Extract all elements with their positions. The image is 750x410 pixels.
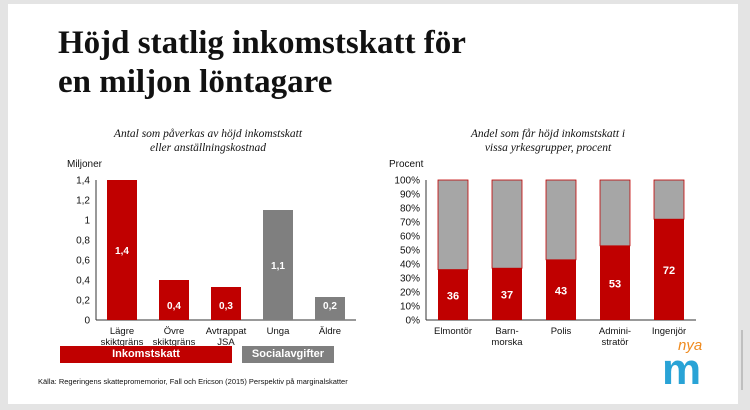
left-bar (211, 287, 241, 320)
right-bar-remainder (491, 179, 523, 269)
left-bar-value-label: 1,4 (115, 246, 129, 257)
left-chart: 00,20,40,60,811,21,41,4Lägreskiktgräns0,… (76, 176, 356, 348)
left-bar-value-label: 0,3 (219, 301, 233, 312)
left-chart-y-axis-unit: Miljoner (67, 159, 103, 170)
right-y-tick-label: 0% (406, 316, 421, 327)
right-bar-share (654, 219, 684, 320)
left-bar (315, 297, 345, 320)
right-y-tick-label: 60% (400, 232, 420, 243)
left-y-tick-label: 1 (84, 216, 90, 227)
left-bar (159, 280, 189, 320)
right-y-tick-label: 10% (400, 302, 420, 313)
left-y-tick-label: 1,2 (76, 196, 90, 207)
slide-title-line-2: en miljon löntagare (58, 64, 333, 100)
right-y-tick-label: 100% (394, 176, 420, 187)
legend-inkomstskatt: Inkomstskatt (60, 346, 232, 363)
right-chart-title-line-2: vissa yrkesgrupper, procent (484, 142, 612, 154)
right-y-tick-label: 90% (400, 190, 420, 201)
right-bar-value-label: 37 (501, 290, 513, 302)
right-bar-remainder (545, 179, 577, 261)
right-y-tick-label: 70% (400, 218, 420, 229)
left-bar-value-label: 0,4 (167, 301, 181, 312)
left-y-tick-label: 0,6 (76, 256, 90, 267)
right-bar-value-label: 72 (663, 265, 675, 277)
left-category-label: Unga (267, 326, 290, 337)
left-y-tick-label: 0 (84, 316, 90, 327)
right-bar-remainder (437, 179, 469, 270)
left-category-label: Lägre (110, 326, 134, 337)
right-y-tick-label: 20% (400, 288, 420, 299)
left-bar (107, 180, 137, 320)
nya-moderaterna-logo: nya m (662, 337, 702, 388)
left-category-label: JSA (217, 337, 235, 348)
left-category-label: skiktgräns (153, 337, 196, 348)
right-category-label: Ingenjör (652, 326, 686, 337)
left-chart-title: Antal som påverkas av höjd inkomstskatt … (88, 127, 328, 155)
logo-letter: m (662, 345, 701, 388)
left-y-tick-label: 0,4 (76, 276, 90, 287)
left-y-tick-label: 0,2 (76, 296, 90, 307)
right-y-tick-label: 40% (400, 260, 420, 271)
right-chart: 0% 10% 20% 30% 40% 50% 60% 70% 80% 90% 100% 36 Elmon… (394, 176, 696, 348)
right-category-label: Elmontör (434, 326, 472, 337)
right-bar-value-label: 43 (555, 285, 567, 297)
legend-socialavgifter: Socialavgifter (242, 346, 334, 363)
right-bar-share (546, 259, 576, 320)
left-y-tick-label: 0,8 (76, 236, 90, 247)
left-bar-value-label: 1,1 (271, 261, 285, 272)
right-category-label: stratör (602, 337, 629, 348)
right-y-tick-label: 30% (400, 274, 420, 285)
logo-script-text: nya (678, 337, 702, 354)
left-category-label: Övre (164, 326, 185, 337)
slide: Höjd statlig inkomstskatt för en miljon … (8, 4, 738, 404)
right-y-tick-label: 80% (400, 204, 420, 215)
left-chart-title-line-1: Antal som påverkas av höjd inkomstskatt (113, 128, 303, 140)
left-bar (263, 210, 293, 320)
left-y-tick-label: 1,4 (76, 176, 90, 187)
right-chart-y-axis-unit: Procent (389, 159, 424, 170)
source-note: Källa: Regeringens skattepromemorior, Fa… (38, 377, 348, 386)
right-bar-remainder (653, 179, 685, 220)
right-category-label: Admini- (599, 326, 631, 337)
right-bar-remainder (599, 179, 631, 247)
slide-title: Höjd statlig inkomstskatt för en miljon … (58, 24, 466, 102)
left-category-label: Avtrappat (206, 326, 247, 337)
right-bar-share (600, 245, 630, 320)
right-bar-share (492, 268, 522, 320)
left-category-label: skiktgräns (101, 337, 144, 348)
slide-title-line-1: Höjd statlig inkomstskatt för (58, 25, 466, 61)
left-chart-title-line-2: eller anställningskostnad (150, 142, 266, 154)
right-chart-title-line-1: Andel som får höjd inkomstskatt i (470, 128, 626, 140)
slide-edge-divider (741, 330, 743, 390)
right-category-label: morska (491, 337, 523, 348)
right-category-label: Polis (551, 326, 572, 337)
right-bar-value-label: 53 (609, 278, 621, 290)
right-bar-value-label: 36 (447, 290, 459, 302)
right-category-label: Barn- (495, 326, 518, 337)
left-category-label: Äldre (319, 326, 341, 337)
right-bar-share (438, 269, 468, 320)
right-chart-title: Andel som får höjd inkomstskatt i vissa … (428, 127, 668, 155)
right-y-tick-label: 50% (400, 246, 420, 257)
left-bar-value-label: 0,2 (323, 301, 337, 312)
